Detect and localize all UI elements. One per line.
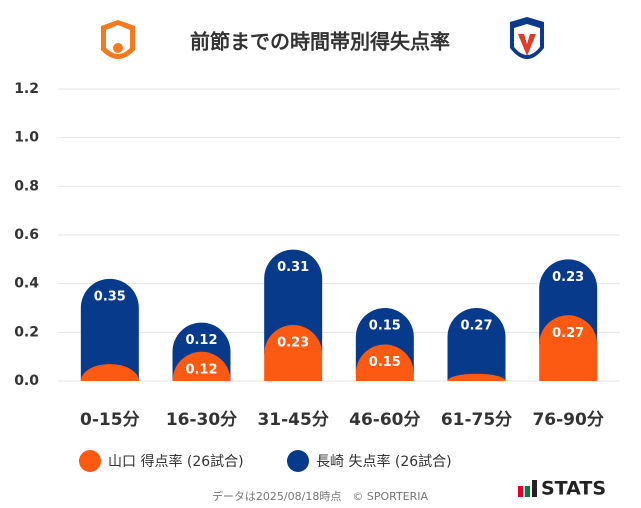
value-label: 0.31 (277, 260, 309, 275)
y-tick-label: 0.0 (14, 373, 39, 389)
bar (80, 278, 139, 381)
home-emblem (101, 20, 135, 59)
value-label: 0.27 (460, 319, 492, 334)
y-tick-label: 0.2 (14, 324, 39, 340)
value-label: 0.15 (369, 319, 401, 334)
x-tick-label: 46-60分 (349, 410, 420, 430)
x-tick-label: 0-15分 (80, 410, 140, 430)
stats-logo: STATS (518, 478, 606, 500)
y-tick-label: 0.6 (14, 227, 39, 243)
legend-label: 山口 得点率 (26試合) (108, 453, 244, 470)
bar (172, 351, 231, 381)
legend-swatch (79, 450, 101, 472)
y-tick-label: 0.8 (14, 178, 39, 194)
legend-label: 長崎 失点率 (26試合) (316, 453, 452, 470)
value-label: 0.15 (369, 355, 401, 370)
y-tick-label: 1.0 (14, 130, 39, 146)
bar (355, 344, 414, 381)
value-label: 0.12 (185, 362, 217, 377)
value-label: 0.23 (552, 270, 584, 285)
y-tick-label: 1.2 (14, 81, 39, 97)
chart-title: 前節までの時間帯別得失点率 (190, 30, 450, 54)
logo-text: STATS (541, 478, 606, 500)
y-tick-label: 0.4 (14, 276, 39, 292)
bar (447, 373, 506, 381)
away-emblem (510, 17, 544, 59)
x-tick-label: 31-45分 (257, 410, 328, 430)
value-label: 0.35 (94, 289, 126, 304)
bar (80, 363, 139, 381)
value-label: 0.12 (185, 333, 217, 348)
x-tick-label: 16-30分 (166, 410, 237, 430)
bar (447, 308, 506, 381)
x-tick-label: 76-90分 (532, 410, 603, 430)
value-label: 0.27 (552, 326, 584, 341)
bar (539, 315, 598, 381)
value-label: 0.23 (277, 336, 309, 351)
bar (264, 249, 323, 355)
bar (264, 325, 323, 381)
footer-note: データは2025/08/18時点 © SPORTERIA (212, 489, 429, 503)
x-tick-label: 61-75分 (441, 410, 512, 430)
legend-swatch (287, 450, 309, 472)
